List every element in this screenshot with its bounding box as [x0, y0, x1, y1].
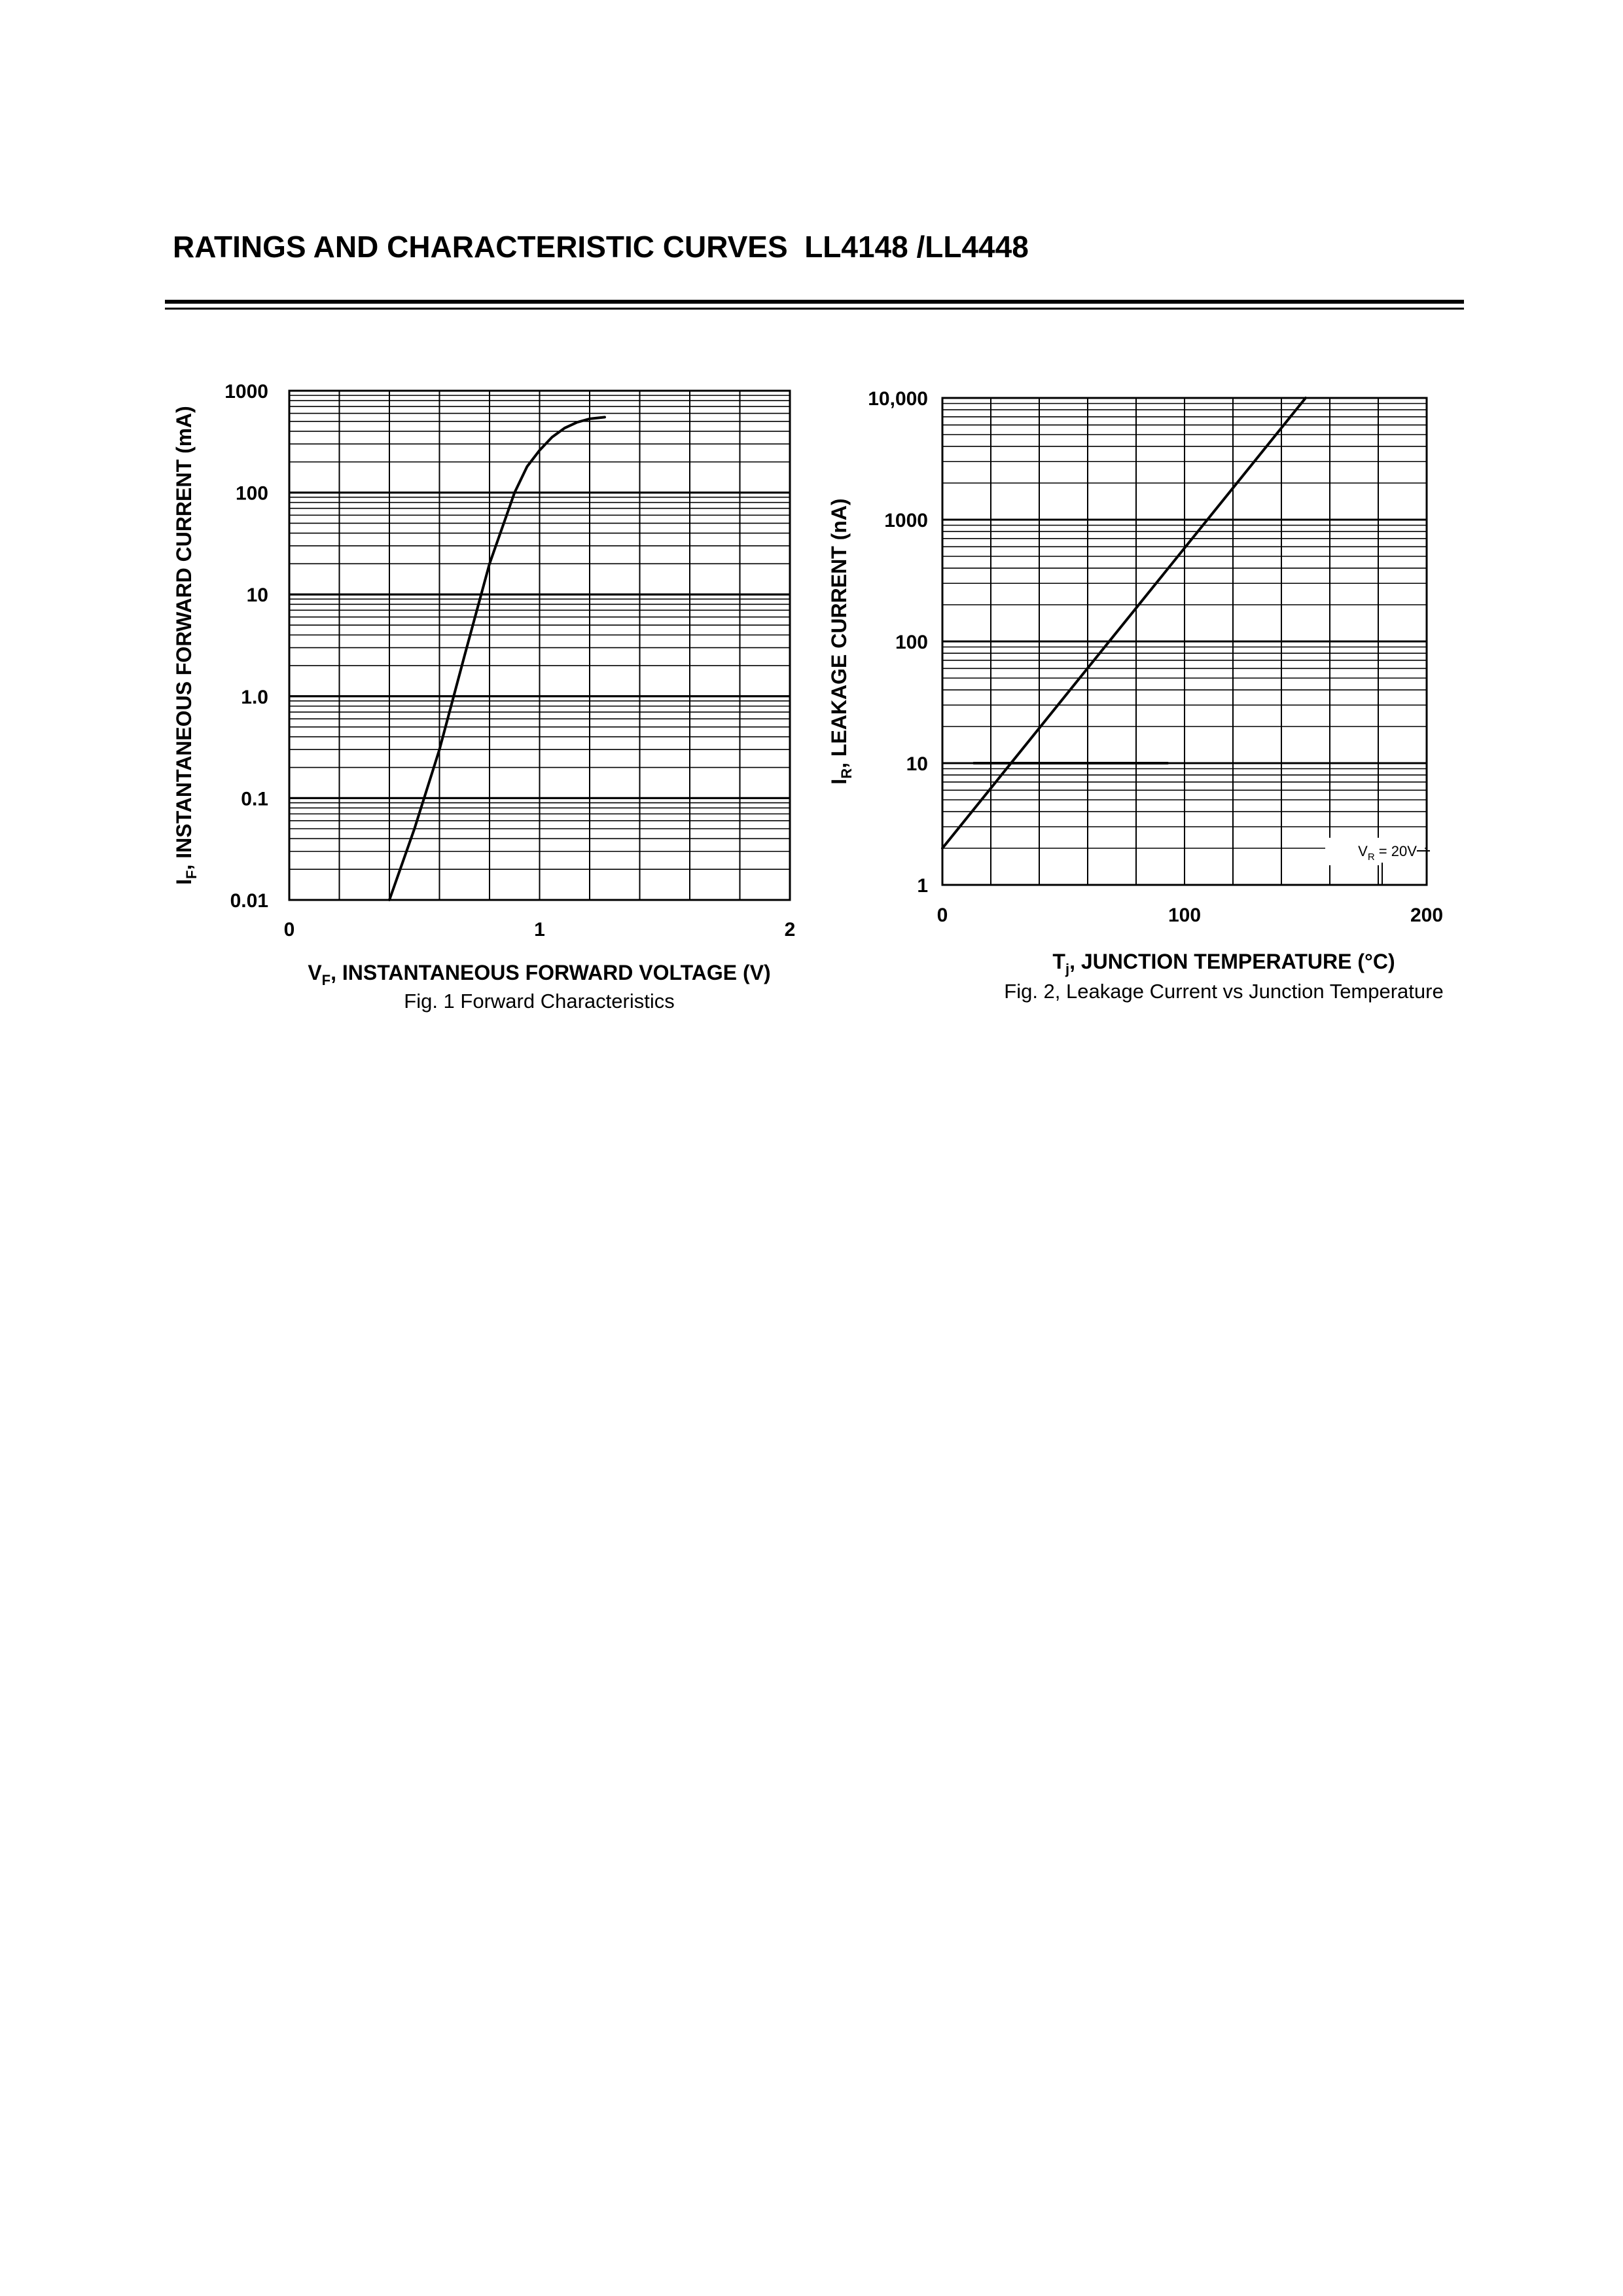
fig1-plot-frame	[288, 389, 791, 901]
fig2-series-line-1	[941, 397, 1307, 850]
fig1-series-line-1	[388, 416, 606, 901]
fig2-y-axis-label: IR, LEAKAGE CURRENT (nA)	[827, 498, 855, 784]
fig1-grid	[288, 389, 791, 901]
fig2-y-tick-label: 100	[895, 632, 928, 653]
fig2-x-axis-label-text: , JUNCTION TEMPERATURE (°C)	[1069, 950, 1395, 973]
fig1-y-axis-label-symbol: I	[172, 879, 196, 885]
title-divider-top	[165, 300, 1464, 304]
fig2-grid	[941, 397, 1428, 886]
fig1-y-tick-label: 10	[247, 584, 268, 606]
fig2-annotation-text: = 20V	[1375, 843, 1418, 859]
fig1-x-tick-label: 1	[534, 919, 545, 941]
fig1-y-tick-label: 0.1	[241, 788, 268, 810]
fig2-annotation-subscript: R	[1368, 852, 1375, 863]
fig1-caption: Fig. 1 Forward Characteristics	[404, 990, 674, 1013]
fig2-x-tick-label: 200	[1410, 905, 1443, 926]
fig2-y-axis-label-subscript: R	[838, 768, 855, 779]
fig2-annotation-bg	[1325, 838, 1425, 865]
fig2-x-axis-label-subscript: j	[1065, 961, 1069, 977]
fig1-y-tick-label: 1000	[224, 381, 268, 403]
fig2-annotation: VR = 20V	[1358, 843, 1417, 863]
fig1-y-tick-label: 100	[236, 483, 268, 505]
fig1-x-axis-label-subscript: F	[322, 972, 330, 988]
fig1-y-axis-label-subscript: F	[183, 870, 200, 878]
fig2-x-tick-label: 0	[937, 905, 948, 926]
fig1-x-axis-label: VF, INSTANTANEOUS FORWARD VOLTAGE (V)	[308, 961, 770, 988]
chart-leakage-current: 10,000 1000 100 10 10 100 200 Tj, JUNCTION TEMP…	[827, 388, 1444, 1003]
fig2-caption: Fig. 2, Leakage Current vs Junction Temp…	[1004, 980, 1443, 1003]
title-divider-bottom	[165, 308, 1464, 310]
fig1-x-tick-label: 0	[284, 919, 295, 941]
fig2-x-axis-label: Tj, JUNCTION TEMPERATURE (°C)	[1052, 950, 1395, 977]
fig2-x-tick-label: 100	[1168, 905, 1201, 926]
fig2-annotation-symbol: V	[1358, 843, 1368, 859]
fig1-y-axis-label-text: , INSTANTANEOUS FORWARD CURRENT (mA)	[172, 406, 196, 870]
fig2-y-tick-label: 10	[906, 753, 928, 775]
fig1-y-axis-label: IF, INSTANTANEOUS FORWARD CURRENT (mA)	[172, 406, 200, 885]
fig1-y-tick-label: 0.01	[230, 890, 268, 912]
fig1-y-tick-label: 1.0	[241, 687, 268, 708]
page-title: RATINGS AND CHARACTERISTIC CURVES LL4148…	[173, 230, 1029, 264]
fig2-y-tick-label: 1000	[884, 510, 928, 531]
fig2-y-axis-label-symbol: I	[827, 779, 851, 785]
fig1-x-tick-label: 2	[785, 919, 796, 941]
fig2-y-tick-label: 10,000	[868, 388, 928, 410]
fig1-x-axis-label-symbol: V	[308, 961, 322, 984]
fig2-plot-frame	[941, 397, 1428, 886]
fig2-y-axis-label-text: , LEAKAGE CURRENT (nA)	[827, 498, 851, 768]
fig2-y-tick-label: 1	[917, 875, 928, 897]
fig2-x-axis-label-symbol: T	[1052, 950, 1065, 973]
fig1-x-axis-label-text: , INSTANTANEOUS FORWARD VOLTAGE (V)	[330, 961, 771, 984]
